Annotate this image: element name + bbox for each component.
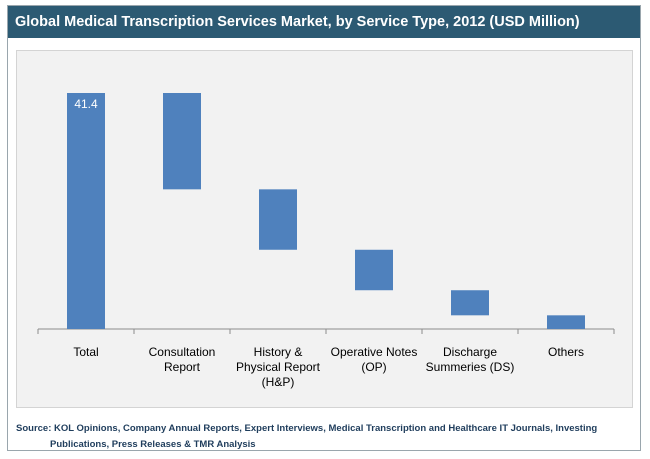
bar-5 [547, 315, 585, 329]
category-label-line: Total [73, 345, 99, 359]
bar-1 [163, 93, 201, 190]
category-label-2: History & Physical Report (H&P) [230, 345, 326, 390]
category-label-1: Consultation Report [134, 345, 230, 375]
category-label-5: Others [518, 345, 614, 360]
category-label-4: Discharge Summeries (DS) [422, 345, 518, 375]
category-label-line: Physical Report [235, 360, 321, 374]
data-label-0: 41.4 [74, 97, 98, 111]
source-line-2: Publications, Press Releases & TMR Analy… [50, 439, 256, 450]
category-label-line: Others [547, 345, 584, 359]
source-line-1: Source: KOL Opinions, Company Annual Rep… [16, 423, 598, 434]
chart-frame: Global Medical Transcription Services Ma… [7, 5, 641, 451]
category-label-line: Report [163, 360, 201, 374]
source-note: Source: KOL Opinions, Company Annual Rep… [16, 421, 626, 453]
bar-0 [67, 93, 105, 329]
chart-title: Global Medical Transcription Services Ma… [8, 6, 640, 38]
plot-area [16, 50, 633, 408]
category-label-line: (H&P) [261, 375, 295, 389]
category-label-0: Total [38, 345, 134, 360]
category-label-line: (OP) [361, 360, 387, 374]
category-label-line: History & [253, 345, 303, 359]
bar-2 [259, 189, 297, 250]
bar-3 [355, 249, 393, 291]
category-label-line: Summeries (DS) [425, 360, 515, 374]
category-label-line: Operative Notes [330, 345, 418, 359]
category-label-line: Discharge [442, 345, 498, 359]
bar-4 [451, 290, 489, 316]
category-label-line: Consultation [148, 345, 216, 359]
category-label-3: Operative Notes (OP) [326, 345, 422, 375]
